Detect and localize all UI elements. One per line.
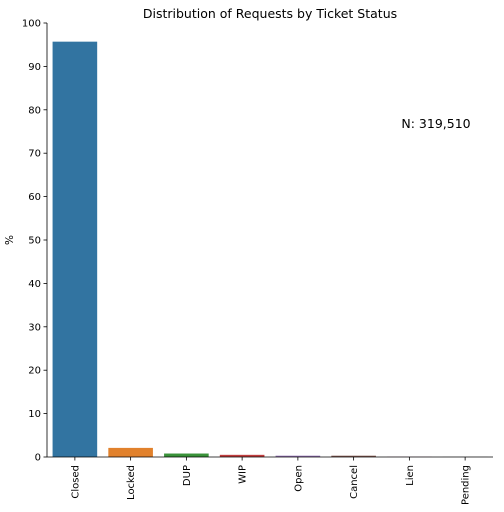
y-tick-label: 10 <box>28 409 41 420</box>
y-tick-label: 80 <box>28 105 41 116</box>
x-axis-ticks: Closed Locked DUP WIP Open Cancel Lien Pending <box>70 457 472 505</box>
x-tick-label-pending: Pending <box>461 465 472 505</box>
x-tick-label-wip: WIP <box>238 465 249 484</box>
y-tick-label: 20 <box>28 366 41 377</box>
y-tick-label: 0 <box>35 453 41 464</box>
sample-size-annotation: N: 319,510 <box>401 116 470 131</box>
y-tick-label: 100 <box>22 19 41 30</box>
x-tick-label-locked: Locked <box>126 465 137 500</box>
y-axis-ticks: 0 10 20 30 40 50 60 70 80 90 100 <box>22 19 47 464</box>
x-tick-label-dup: DUP <box>182 465 193 486</box>
chart-title: Distribution of Requests by Ticket Statu… <box>143 6 397 21</box>
bars-group <box>52 41 488 458</box>
y-tick-label: 50 <box>28 236 41 247</box>
y-tick-label: 30 <box>28 322 41 333</box>
bar-wip <box>219 454 265 457</box>
bar-locked <box>108 447 153 457</box>
y-tick-label: 60 <box>28 192 41 203</box>
x-tick-label-lien: Lien <box>405 465 416 486</box>
bar-closed <box>52 41 98 458</box>
bar-open <box>275 455 321 457</box>
x-tick-label-closed: Closed <box>70 465 81 499</box>
x-tick-label-cancel: Cancel <box>349 465 360 499</box>
y-tick-label: 70 <box>28 149 41 160</box>
y-tick-label: 40 <box>28 279 41 290</box>
y-tick-label: 90 <box>28 62 41 73</box>
y-axis-label: % <box>4 235 16 245</box>
bar-cancel <box>331 455 376 457</box>
bar-dup <box>164 453 209 457</box>
x-tick-label-open: Open <box>293 465 304 492</box>
